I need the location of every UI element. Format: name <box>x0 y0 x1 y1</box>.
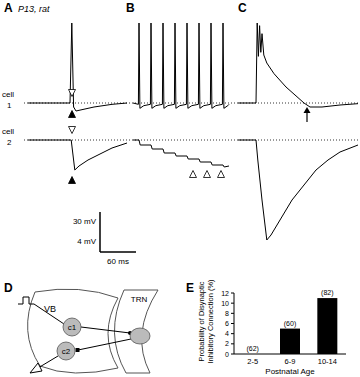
marker <box>69 111 76 118</box>
y-tick-label: 8 <box>225 310 229 317</box>
marker <box>69 177 76 184</box>
y-tick <box>231 354 234 355</box>
y-tick-label: 0 <box>225 351 229 358</box>
cell-label: 1 <box>7 101 12 110</box>
baseline-cell1 <box>24 103 360 104</box>
cell-trn <box>130 328 150 344</box>
sample-size: (60) <box>284 320 296 328</box>
y-tick <box>231 293 234 294</box>
cell-label: cell <box>2 90 14 99</box>
x-axis <box>234 354 346 355</box>
axon <box>78 339 131 350</box>
cell-name: c2 <box>62 347 71 356</box>
sample-size: (62) <box>246 345 258 353</box>
cell-label: cell <box>2 127 14 136</box>
bar <box>317 298 337 354</box>
marker <box>190 171 197 178</box>
scale-bar-h <box>100 251 136 253</box>
trace-cell2 <box>133 140 229 167</box>
recording-head <box>30 363 42 373</box>
panel-note: P13, rat <box>18 4 50 14</box>
cell-c2 <box>57 342 75 360</box>
marker <box>204 171 211 178</box>
bar <box>280 329 300 354</box>
axon <box>81 327 130 333</box>
trace-cell1 <box>133 23 229 108</box>
recording <box>38 356 58 368</box>
y-axis-title: Inhibitory Connection (%) <box>206 279 215 364</box>
baseline-cell2 <box>24 140 360 141</box>
panel-label: E <box>186 281 194 295</box>
trace-cell1 <box>28 23 127 111</box>
y-tick <box>231 323 234 324</box>
bars <box>280 298 337 354</box>
region-vb <box>28 289 118 373</box>
y-tick <box>231 343 234 344</box>
panel-label: D <box>4 281 13 295</box>
x-tick-label: 2-5 <box>247 357 258 366</box>
x-axis-title: Postnatal Age <box>265 367 315 376</box>
region-label: TRN <box>131 295 148 304</box>
panel-label: B <box>126 1 135 15</box>
cell-name: c1 <box>68 323 77 332</box>
sample-size: (82) <box>321 289 333 297</box>
cell-c1 <box>63 318 81 336</box>
x-tick-label: 6-9 <box>285 357 296 366</box>
arrow-head <box>304 107 311 113</box>
y-tick-label: 2 <box>225 340 229 347</box>
scale-label: 60 ms <box>107 257 129 266</box>
electrode <box>34 304 64 324</box>
y-tick <box>231 313 234 314</box>
marker <box>69 127 76 134</box>
region-label: VB <box>44 304 56 314</box>
synapse <box>76 348 80 352</box>
scale-label: 30 mV <box>73 217 97 226</box>
y-tick-label: 6 <box>225 320 229 327</box>
figure: cell 1 cell 2 A P13, rat B C 30 mV 4 mV 60 ms D VB TR… <box>0 0 360 377</box>
y-tick-label: 4 <box>225 330 229 337</box>
y-tick-label: 12 <box>221 290 229 297</box>
marker <box>69 90 76 97</box>
panel-label: A <box>4 1 13 15</box>
y-tick-label: 10 <box>221 300 229 307</box>
panel-label: C <box>238 1 247 15</box>
y-axis-title: Probability of Disynaptic <box>197 281 206 361</box>
x-tick-label: 10-14 <box>318 357 337 366</box>
scale-bar-v <box>99 212 101 252</box>
trace-cell2 <box>28 140 127 170</box>
trace-cell1 <box>238 23 358 107</box>
y-tick <box>231 303 234 304</box>
y-tick <box>231 333 234 334</box>
scale-label: 4 mV <box>77 237 96 246</box>
trace-cell2 <box>238 140 358 240</box>
stimulus <box>18 297 34 304</box>
cell-label: 2 <box>7 138 12 147</box>
marker <box>218 171 225 178</box>
